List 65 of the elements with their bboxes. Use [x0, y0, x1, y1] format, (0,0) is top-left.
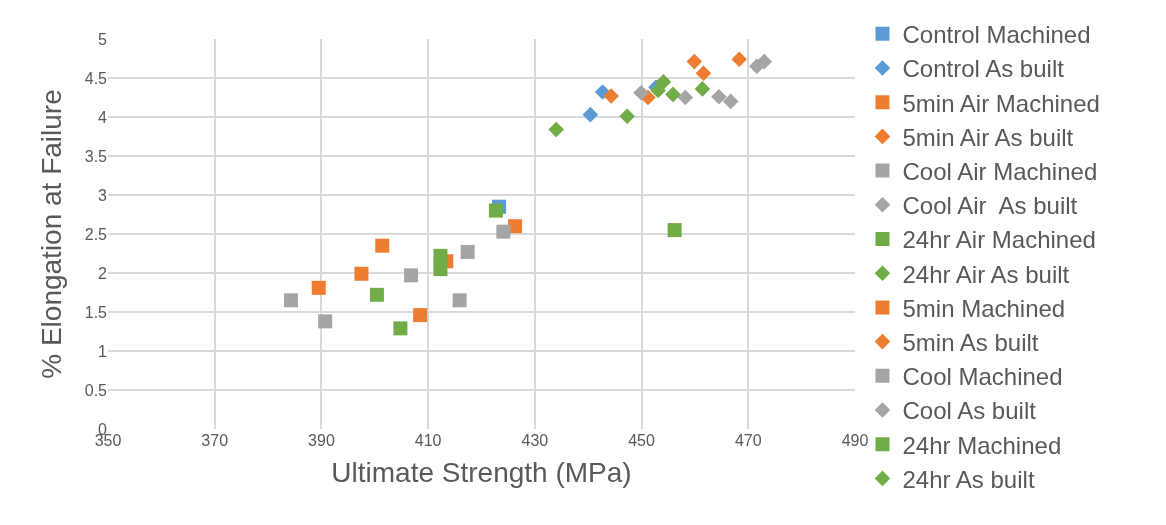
point — [508, 219, 523, 234]
point — [548, 121, 564, 138]
point — [756, 53, 773, 70]
x-tick-label: 430 — [521, 432, 549, 449]
point — [375, 238, 390, 253]
point — [694, 81, 711, 97]
y-tick-label: 4.5 — [84, 69, 108, 87]
x-tick-label: 410 — [414, 432, 442, 449]
point — [667, 223, 682, 238]
point — [311, 280, 326, 295]
point — [711, 88, 727, 105]
point — [404, 268, 419, 283]
point — [695, 65, 712, 82]
legend-label: Cool Machined — [902, 363, 1063, 391]
x-axis-title: Ultimate Strength (MPa) — [331, 457, 632, 489]
point — [686, 53, 703, 70]
point — [665, 86, 681, 103]
x-tick-label: 490 — [841, 432, 869, 449]
point — [655, 74, 672, 90]
x-tick-label: 470 — [734, 432, 762, 449]
legend-label: 24hr As built — [902, 465, 1035, 493]
x-tick-label: 370 — [201, 432, 229, 449]
point — [413, 308, 428, 323]
point — [603, 88, 619, 104]
legend-label: 24hr Air Machined — [902, 226, 1096, 254]
point — [433, 262, 448, 277]
legend-label: Control Machined — [902, 21, 1091, 49]
y-tick-label: 2 — [98, 264, 108, 282]
y-tick-label: 5 — [98, 30, 108, 48]
x-tick-label: 450 — [628, 432, 656, 449]
legend-label: Cool Air Machined — [902, 157, 1098, 185]
legend-label: 5min Air As built — [902, 123, 1074, 151]
y-tick-label: 3 — [98, 186, 108, 204]
legend-label: 5min Air Machined — [902, 89, 1100, 117]
y-tick-label: 1 — [98, 342, 108, 360]
legend-label: 5min Machined — [902, 294, 1066, 322]
legend-label: 5min As built — [902, 328, 1039, 356]
point — [284, 293, 299, 308]
point — [488, 203, 503, 218]
legend-label: Control As built — [902, 55, 1065, 83]
point — [318, 314, 333, 329]
point — [460, 244, 475, 259]
point — [731, 51, 748, 68]
y-tick-label: 1.5 — [84, 303, 108, 321]
point — [496, 224, 511, 239]
legend-label: Cool As built — [902, 397, 1037, 425]
point — [354, 266, 369, 281]
point — [582, 106, 599, 123]
y-tick-label: 2.5 — [84, 225, 108, 243]
point — [633, 85, 649, 101]
legend-label: 24hr Machined — [902, 431, 1062, 459]
y-tick-label: 3.5 — [84, 147, 108, 165]
y-tick-label: 0.5 — [84, 381, 108, 399]
point — [369, 287, 384, 302]
y-tick-label: 4 — [98, 108, 108, 126]
legend-label: Cool Air As built — [902, 192, 1078, 220]
point — [452, 293, 467, 308]
legend-label: 24hr Air As built — [902, 260, 1070, 288]
point — [677, 89, 694, 106]
point — [433, 248, 448, 263]
x-tick-label: 390 — [308, 432, 335, 449]
point — [393, 321, 408, 336]
point — [722, 93, 739, 110]
y-axis-title: % Elongation at Failure — [36, 89, 68, 379]
point — [619, 108, 635, 125]
